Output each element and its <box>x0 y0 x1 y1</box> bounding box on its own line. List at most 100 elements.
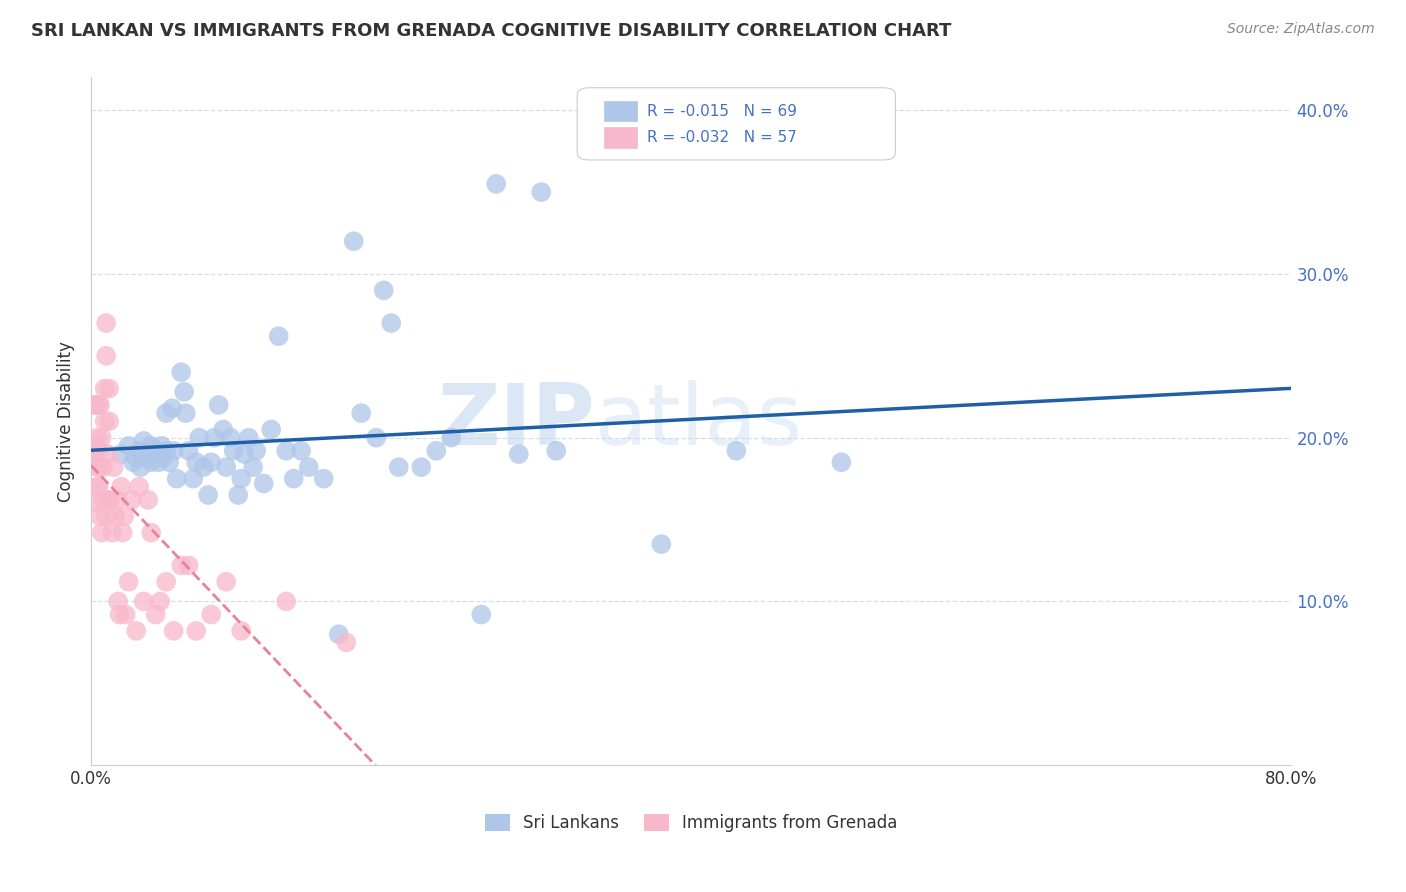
Point <box>90 525 112 540</box>
Point <box>202 431 225 445</box>
Point <box>170 365 193 379</box>
Point <box>96 349 118 363</box>
Point <box>231 472 253 486</box>
Point <box>100 492 122 507</box>
Point <box>145 607 167 622</box>
Point <box>132 434 155 448</box>
Text: SRI LANKAN VS IMMIGRANTS FROM GRENADA COGNITIVE DISABILITY CORRELATION CHART: SRI LANKAN VS IMMIGRANTS FROM GRENADA CO… <box>31 22 952 40</box>
Point <box>238 431 260 445</box>
Point <box>335 635 357 649</box>
Point <box>650 537 672 551</box>
Point <box>233 447 256 461</box>
Point <box>197 488 219 502</box>
Point <box>373 283 395 297</box>
Point <box>380 316 402 330</box>
Point <box>118 439 141 453</box>
Point <box>110 447 132 461</box>
Point <box>143 447 166 461</box>
Point <box>98 414 121 428</box>
Point <box>290 443 312 458</box>
Point <box>155 574 177 589</box>
Point <box>298 460 321 475</box>
Point <box>328 627 350 641</box>
Text: Source: ZipAtlas.com: Source: ZipAtlas.com <box>1227 22 1375 37</box>
Point <box>108 607 131 622</box>
Point <box>91 460 114 475</box>
Point <box>222 443 245 458</box>
Point <box>149 594 172 608</box>
Point <box>84 496 107 510</box>
Point <box>440 431 463 445</box>
Text: ZIP: ZIP <box>437 380 595 463</box>
Point <box>485 177 508 191</box>
Point <box>141 439 163 453</box>
Point <box>114 607 136 622</box>
Point <box>91 492 114 507</box>
Point <box>111 525 134 540</box>
Point <box>83 398 105 412</box>
Point <box>141 455 163 469</box>
Point <box>87 398 110 412</box>
Point <box>97 492 120 507</box>
Point <box>148 455 170 469</box>
Point <box>276 594 298 608</box>
Point <box>90 431 112 445</box>
Point <box>200 455 222 469</box>
Point <box>136 450 159 465</box>
Text: atlas: atlas <box>595 380 803 463</box>
Point <box>231 624 253 638</box>
Point <box>173 384 195 399</box>
Point <box>103 460 125 475</box>
Point <box>110 480 132 494</box>
FancyBboxPatch shape <box>603 101 637 121</box>
Point <box>93 414 115 428</box>
Point <box>105 492 128 507</box>
Text: R = -0.032   N = 57: R = -0.032 N = 57 <box>647 129 797 145</box>
Point <box>86 431 108 445</box>
Point <box>86 480 108 494</box>
Point <box>219 431 242 445</box>
Point <box>725 443 748 458</box>
Point <box>128 443 150 458</box>
Point <box>97 447 120 461</box>
Point <box>155 443 177 458</box>
Point <box>129 460 152 475</box>
Point <box>150 439 173 453</box>
Point <box>177 443 200 458</box>
Point <box>242 460 264 475</box>
Point <box>128 480 150 494</box>
Point <box>155 406 177 420</box>
Point <box>388 460 411 475</box>
Point <box>122 455 145 469</box>
Point <box>87 480 110 494</box>
Point <box>366 431 388 445</box>
Point <box>215 460 238 475</box>
Point <box>96 509 118 524</box>
Point <box>101 525 124 540</box>
Point <box>177 558 200 573</box>
Point <box>163 443 186 458</box>
Point <box>312 472 335 486</box>
Point <box>84 398 107 412</box>
Point <box>530 185 553 199</box>
Point <box>163 624 186 638</box>
Y-axis label: Cognitive Disability: Cognitive Disability <box>58 341 75 501</box>
Point <box>200 607 222 622</box>
Point <box>89 509 111 524</box>
Point <box>174 406 197 420</box>
Point <box>276 443 298 458</box>
Point <box>260 422 283 436</box>
Point <box>508 447 530 461</box>
Point <box>215 574 238 589</box>
Point <box>283 472 305 486</box>
Point <box>146 443 169 458</box>
Point <box>104 509 127 524</box>
Point <box>89 398 111 412</box>
Point <box>253 476 276 491</box>
Point <box>212 422 235 436</box>
Point <box>193 460 215 475</box>
Point <box>132 594 155 608</box>
Point <box>84 439 107 453</box>
FancyBboxPatch shape <box>603 127 637 147</box>
Text: R = -0.015   N = 69: R = -0.015 N = 69 <box>647 103 797 119</box>
